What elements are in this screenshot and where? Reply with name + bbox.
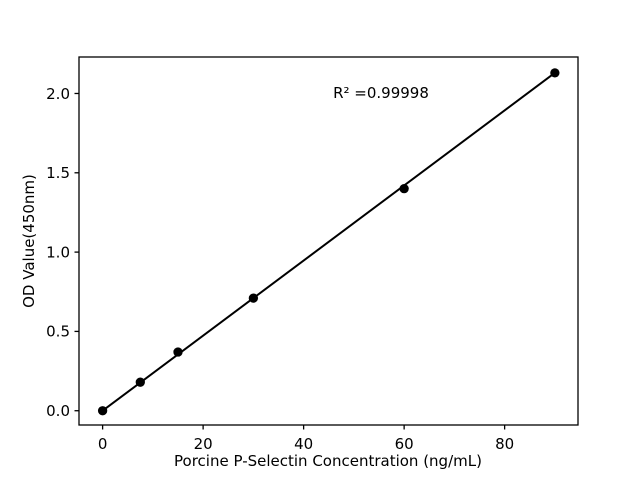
data-point — [248, 293, 259, 303]
plot-border — [78, 56, 579, 426]
y-axis-label: OD Value(450nm) — [20, 174, 38, 308]
x-tick-label: 60 — [395, 435, 414, 453]
y-tick-label: 0.5 — [46, 323, 70, 341]
y-tick-label: 1.0 — [46, 243, 70, 261]
r-squared-annotation: R² =0.99998 — [333, 84, 429, 102]
trendline-layer — [102, 72, 556, 412]
x-axis-ticks: 0 20 40 60 80 — [98, 425, 514, 453]
y-tick-label: 1.5 — [46, 164, 70, 182]
x-tick-label: 80 — [495, 435, 514, 453]
data-points-layer — [97, 68, 560, 416]
data-point — [97, 406, 108, 416]
y-tick-label: 0.0 — [46, 402, 70, 420]
data-point — [173, 347, 183, 357]
trend-line — [102, 72, 556, 412]
y-axis-ticks: 0.0 0.5 1.0 1.5 2.0 — [46, 85, 79, 420]
y-tick-label: 2.0 — [46, 85, 70, 103]
data-point — [550, 68, 560, 78]
x-axis-label: Porcine P-Selectin Concentration (ng/mL) — [174, 452, 482, 470]
x-tick-label: 40 — [294, 435, 313, 453]
data-point — [399, 184, 409, 194]
x-tick-label: 0 — [98, 435, 108, 453]
data-point — [135, 377, 145, 387]
x-tick-label: 20 — [194, 435, 213, 453]
